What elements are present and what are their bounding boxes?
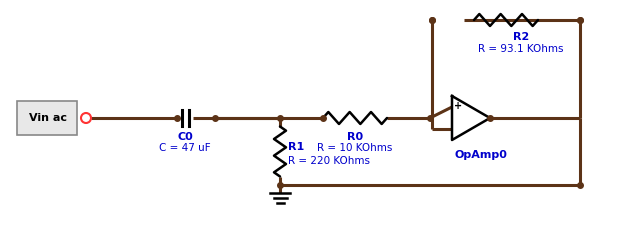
Text: R0: R0 — [347, 132, 363, 142]
Text: R = 220 KOhms: R = 220 KOhms — [288, 156, 370, 165]
Text: C0: C0 — [177, 132, 193, 142]
Text: R1: R1 — [288, 141, 304, 151]
Text: Vin ac: Vin ac — [29, 113, 67, 123]
Text: C = 47 uF: C = 47 uF — [159, 143, 211, 153]
Text: R = 10 KOhms: R = 10 KOhms — [317, 143, 392, 153]
Text: R = 93.1 KOhms: R = 93.1 KOhms — [478, 44, 564, 54]
Text: OpAmp0: OpAmp0 — [454, 150, 507, 160]
Text: +: + — [454, 101, 462, 111]
FancyBboxPatch shape — [17, 101, 77, 135]
Text: R2: R2 — [513, 32, 529, 42]
